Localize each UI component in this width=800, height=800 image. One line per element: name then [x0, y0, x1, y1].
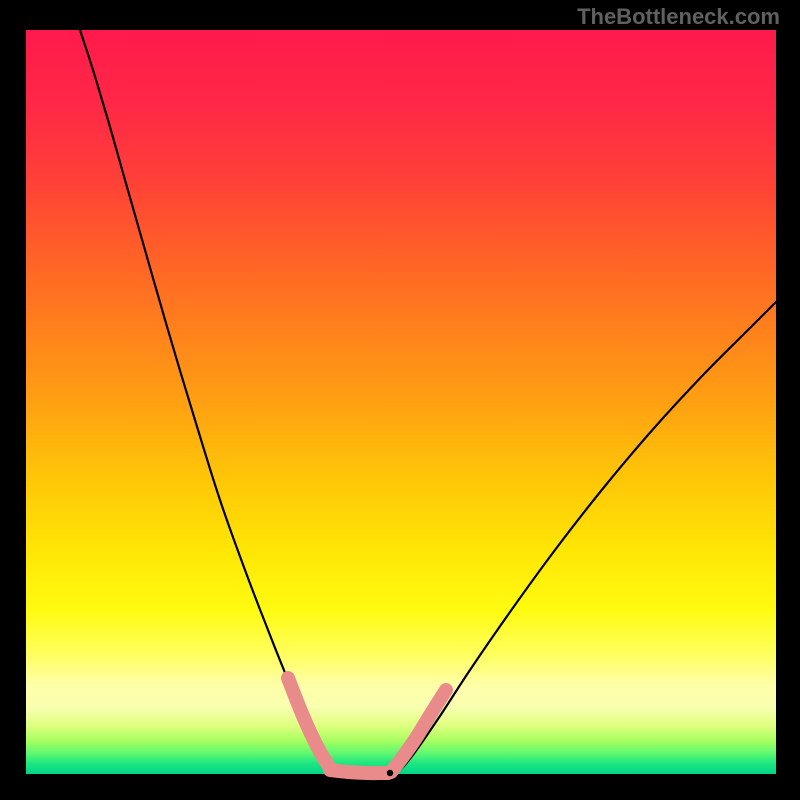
minimum-point-marker — [387, 770, 393, 776]
watermark-text: TheBottleneck.com — [577, 4, 780, 30]
chart-frame: TheBottleneck.com — [0, 0, 800, 800]
bottleneck-chart-svg — [0, 0, 800, 800]
optimal-segment-1 — [330, 770, 388, 773]
plot-background — [26, 30, 776, 774]
